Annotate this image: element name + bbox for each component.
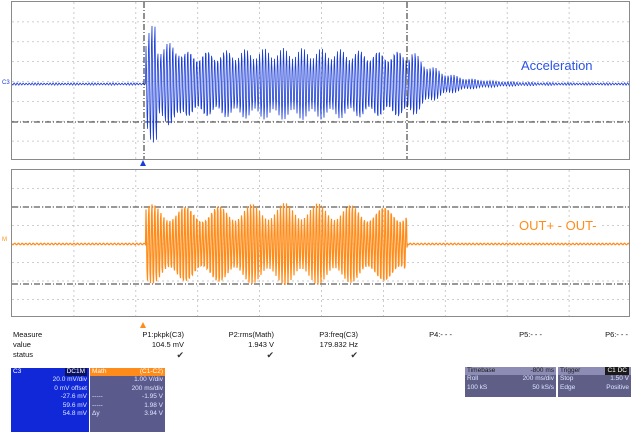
measure-param-p2[interactable]: P2:rms(Math) 1.943 V ✔: [200, 330, 274, 360]
c3-row: -27.6 mV: [60, 393, 87, 401]
value-label: value: [13, 340, 31, 349]
param-name: P4:- - -: [429, 330, 452, 339]
status-check-icon: ✔: [350, 350, 358, 360]
status-check-icon: ✔: [266, 350, 274, 360]
param-value: 104.5 mV: [151, 340, 184, 349]
param-value: 179.832 Hz: [319, 340, 358, 349]
trigger-descriptor[interactable]: Trigger C1 DC Stop 1.50 V Edge Positive: [558, 367, 631, 397]
param-name: P1:pkpk(C3): [142, 330, 184, 339]
trigger-row: Edge Positive: [560, 383, 629, 391]
measure-param-p3[interactable]: P3:freq(C3) 179.832 Hz ✔: [290, 330, 358, 360]
c3-row: 59.6 mV: [62, 401, 87, 409]
math-descriptor-header: Math (C1-C2): [90, 368, 165, 377]
math-trace-label: OUT+ - OUT-: [517, 218, 599, 233]
param-name: P5:- - -: [519, 330, 542, 339]
trigger-position-marker-orange[interactable]: [140, 322, 146, 328]
c3-row: 54.8 mV: [62, 410, 87, 418]
math-formula: (C1-C2): [139, 368, 163, 375]
graticule: [12, 2, 629, 159]
timebase-header: Timebase -800 ms: [465, 367, 556, 376]
math-row: 200 ms/div: [131, 384, 163, 392]
timebase-row: Roll 200 ms/div: [467, 375, 554, 383]
measure-param-p6[interactable]: P6:- - -: [580, 330, 628, 340]
measure-label: Measure: [13, 330, 43, 339]
math-channel-tag: M: [2, 237, 7, 243]
measure-param-p4[interactable]: P4:- - -: [400, 330, 452, 340]
math-descriptor[interactable]: Math (C1-C2) 1.00 V/div 200 ms/div -----…: [90, 368, 165, 432]
c3-descriptor-header: C3 DC1M: [11, 368, 89, 377]
param-name: P3:freq(C3): [319, 330, 358, 339]
c3-header-label: C3: [13, 368, 22, 375]
waveform-panel-math[interactable]: OUT+ - OUT-: [11, 169, 630, 317]
timebase-descriptor[interactable]: Timebase -800 ms Roll 200 ms/div 100 kS 50…: [465, 367, 556, 397]
math-row: 1.00 V/div: [134, 376, 163, 384]
trigger-row: Stop 1.50 V: [560, 375, 629, 383]
measure-row-labels: Measure value status: [13, 330, 42, 360]
math-row: ----- 1.98 V: [92, 401, 163, 409]
timebase-row: 100 kS 50 kS/s: [467, 383, 554, 391]
trigger-position-marker-blue[interactable]: [140, 160, 146, 166]
param-value: 1.943 V: [248, 340, 274, 349]
c3-coupling-tag: DC1M: [64, 368, 87, 377]
acceleration-trace-label: Acceleration: [521, 58, 593, 73]
acceleration-waveform-grid: [12, 2, 629, 159]
c3-row: 0 mV offset: [54, 384, 87, 392]
math-waveform-grid: [12, 170, 629, 316]
trigger-header: Trigger C1 DC: [558, 367, 631, 376]
status-check-icon: ✔: [176, 350, 184, 360]
measure-param-p5[interactable]: P5:- - -: [490, 330, 542, 340]
measure-param-p1[interactable]: P1:pkpk(C3) 104.5 mV ✔: [120, 330, 184, 360]
param-name: P2:rms(Math): [228, 330, 274, 339]
waveform-panel-acceleration[interactable]: Acceleration: [11, 1, 630, 160]
math-header-label: Math: [92, 368, 107, 375]
acceleration-trace: [12, 25, 629, 143]
math-row: ----- -1.95 V: [92, 393, 163, 401]
status-label: status: [13, 350, 34, 359]
channel-c3-tag: C3: [2, 80, 10, 86]
channel-c3-descriptor[interactable]: C3 DC1M 20.0 mV/div 0 mV offset -27.6 mV…: [11, 368, 89, 432]
c3-row: 20.0 mV/div: [52, 376, 87, 384]
math-trace: [12, 203, 629, 285]
param-name: P6:- - -: [605, 330, 628, 339]
math-row: Δy 3.94 V: [92, 410, 163, 418]
